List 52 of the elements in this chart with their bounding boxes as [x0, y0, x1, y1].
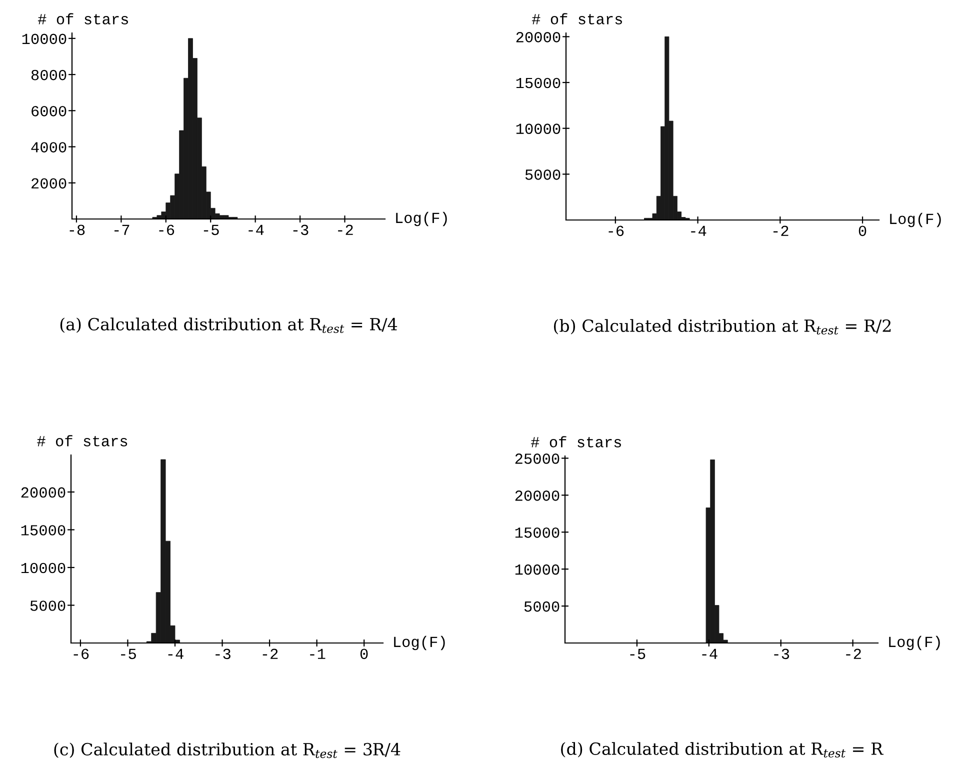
text: (d) Calculated distribution at R$_{test}$ = R — [561, 742, 884, 758]
y-tick-label: 15000 — [516, 78, 560, 88]
y-tick-label: 25000 — [515, 454, 560, 464]
x-tick-label: -5 — [630, 648, 646, 660]
x-tick-label: -4 — [702, 648, 718, 659]
x-tick-label: -8 — [70, 224, 85, 236]
x-axis-title: Log(F) — [394, 636, 445, 650]
y-tick-label: 10000 — [516, 124, 560, 134]
x-tick-label: -6 — [74, 648, 89, 660]
y-tick-label: 4000 — [31, 142, 66, 152]
y-tick-label: 20000 — [516, 32, 560, 42]
x-tick-label: -2 — [338, 224, 353, 235]
x-tick-label: -4 — [248, 224, 264, 235]
y-tick-label: 15000 — [515, 527, 560, 538]
x-tick-label: -4 — [168, 648, 184, 659]
x-tick-label: -4 — [691, 226, 706, 236]
x-tick-label: -3 — [293, 224, 308, 236]
x-tick-label: 0 — [858, 226, 866, 236]
x-tick-label: -1 — [310, 648, 326, 659]
x-tick-label: -7 — [114, 224, 130, 235]
text: (a) Calculated distribution at R$_{test}$ = R/4 — [60, 318, 398, 334]
x-tick-label: -3 — [216, 648, 230, 660]
x-tick-label: -6 — [608, 226, 624, 236]
y-axis-title: # of stars — [530, 436, 621, 448]
y-tick-label: 10000 — [22, 34, 66, 44]
x-axis-title: Log(F) — [396, 212, 447, 226]
y-axis-title: # of stars — [37, 435, 128, 446]
x-tick-label: -5 — [121, 648, 136, 660]
y-tick-label: 10000 — [21, 562, 66, 574]
y-tick-label: 2000 — [32, 178, 66, 189]
x-tick-label: -3 — [774, 648, 790, 660]
y-tick-label: 6000 — [32, 106, 66, 116]
text: (b) Calculated distribution at R$_{test}$ = R/2 — [554, 319, 891, 335]
x-axis-title: Log(F) — [890, 212, 941, 228]
x-tick-label: -6 — [159, 224, 174, 236]
y-axis-title: # of stars — [38, 13, 128, 24]
x-tick-label: -5 — [204, 224, 219, 236]
y-tick-label: 20000 — [515, 490, 560, 501]
y-tick-label: 5000 — [30, 600, 66, 611]
y-tick-label: 5000 — [524, 601, 560, 612]
x-axis-title: Log(F) — [889, 636, 940, 650]
x-tick-label: -2 — [773, 226, 788, 236]
y-tick-label: 10000 — [515, 564, 560, 575]
x-tick-label: 0 — [360, 648, 368, 660]
y-axis-title: # of stars — [532, 13, 622, 24]
y-tick-label: 15000 — [21, 525, 66, 536]
y-tick-label: 8000 — [31, 70, 66, 80]
y-tick-label: 5000 — [525, 169, 560, 180]
y-tick-label: 20000 — [21, 487, 66, 498]
x-tick-label: -2 — [846, 648, 861, 659]
x-tick-label: -2 — [262, 648, 278, 659]
text: (c) Calculated distribution at R$_{test}$ = 3R/4 — [54, 742, 400, 758]
